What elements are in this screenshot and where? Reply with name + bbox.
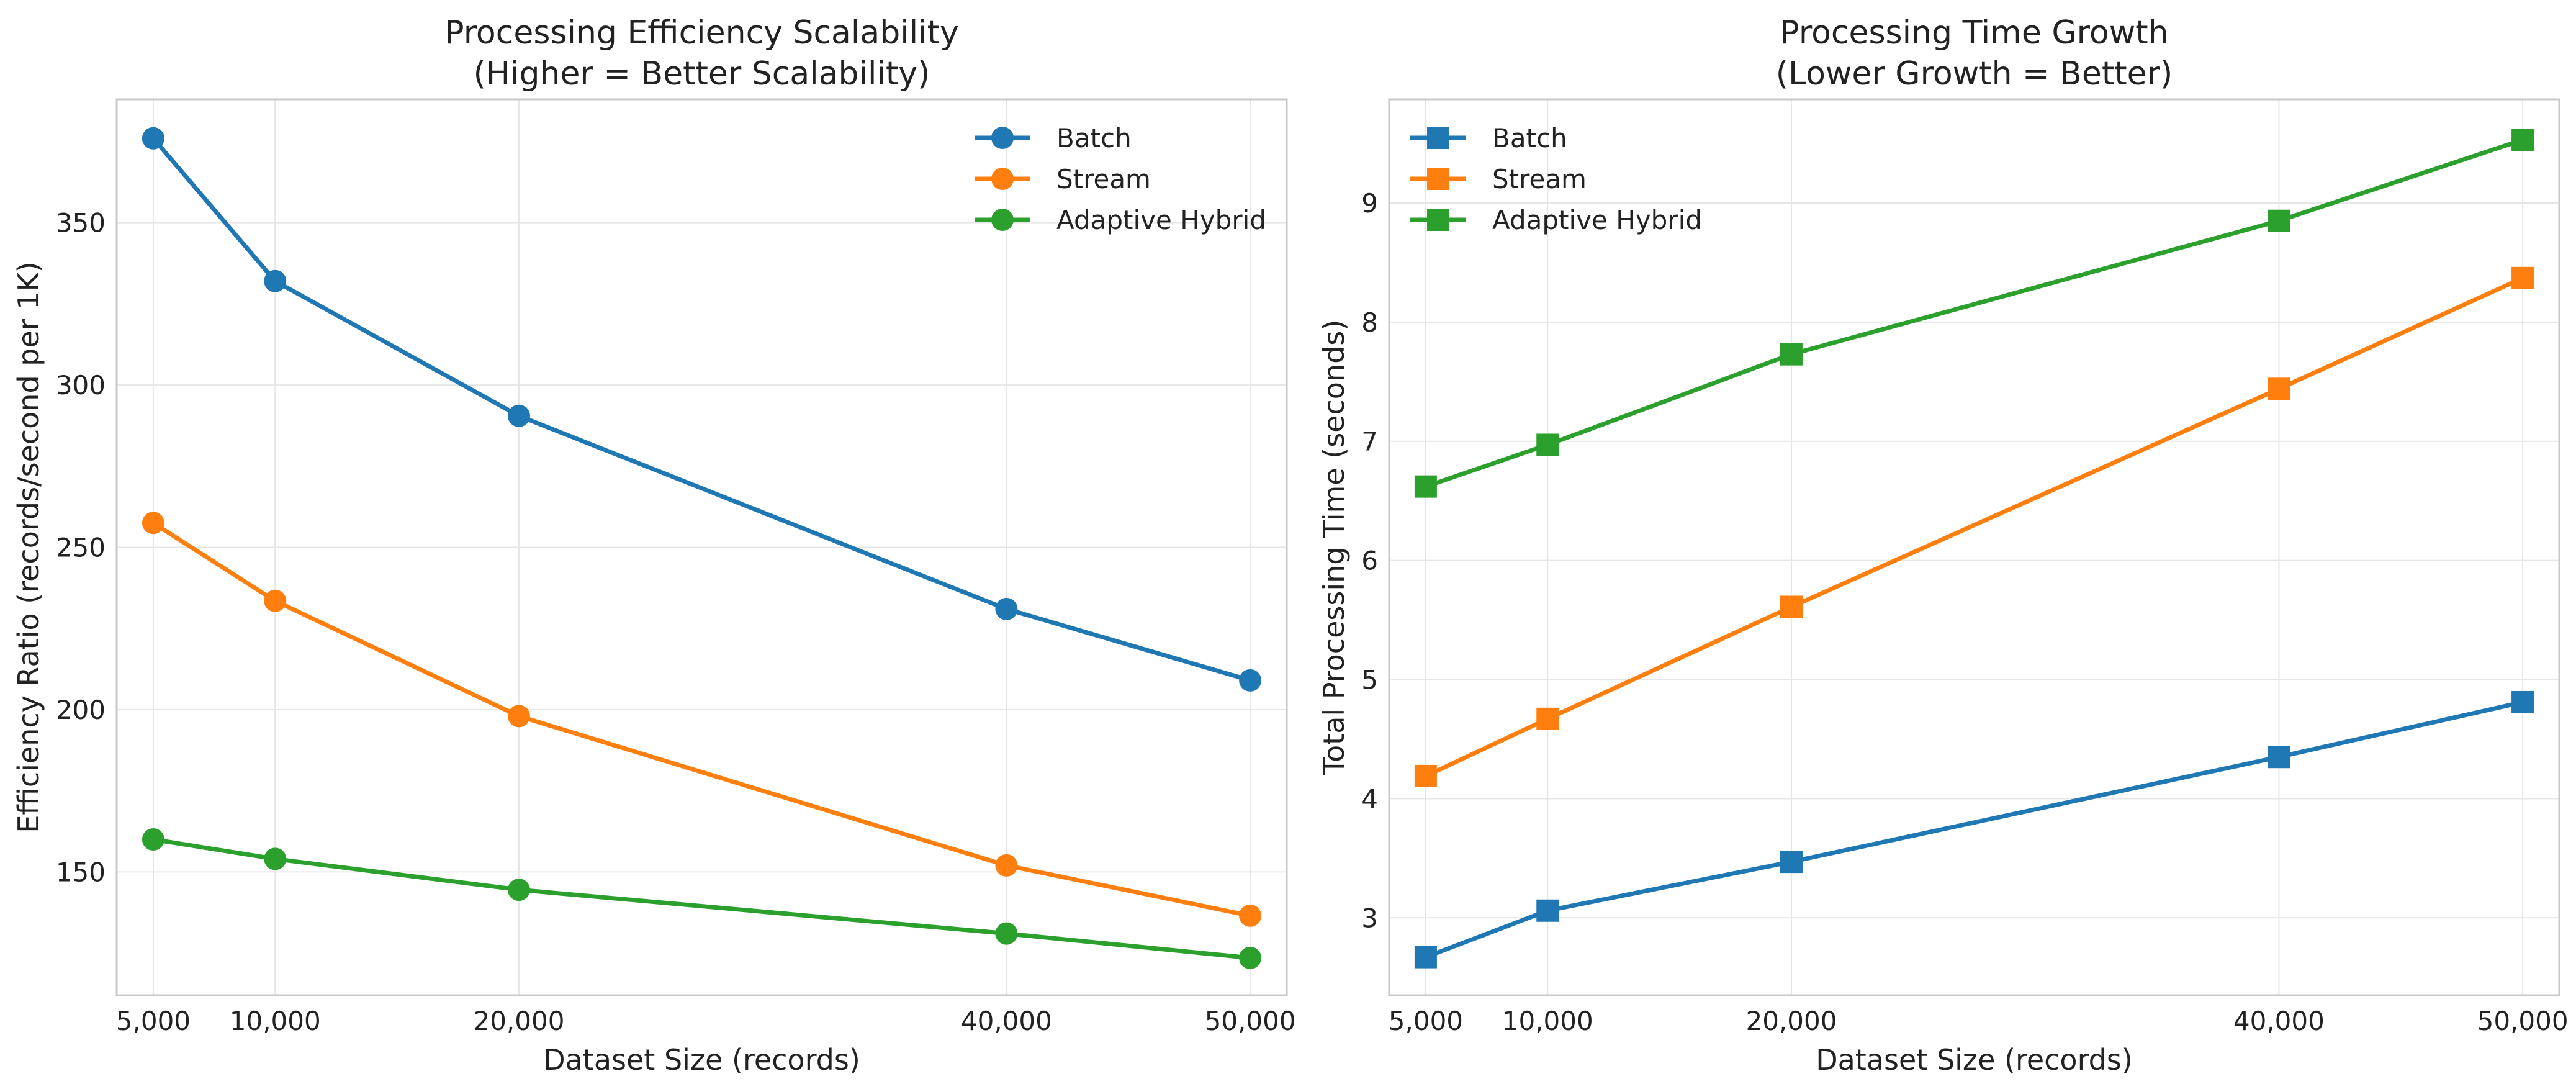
- legend-label: Batch: [1492, 123, 1567, 153]
- x-tick-label: 5,000: [1389, 1006, 1463, 1036]
- data-point: [1780, 595, 1803, 618]
- data-point: [2268, 209, 2290, 232]
- series-line-stream: [151, 520, 1253, 918]
- data-point: [2268, 377, 2290, 400]
- y-tick-label: 9: [1361, 188, 1378, 219]
- legend-marker: [1427, 209, 1449, 231]
- legend-marker: [1427, 127, 1449, 149]
- y-tick-label: 7: [1361, 427, 1378, 457]
- legend-label: Stream: [1492, 164, 1587, 194]
- data-point: [1239, 904, 1262, 927]
- data-point: [1536, 433, 1559, 456]
- data-point: [2511, 129, 2534, 151]
- data-point: [1536, 899, 1559, 922]
- data-point: [507, 404, 530, 427]
- y-tick-label: 300: [56, 370, 106, 400]
- legend-marker: [991, 168, 1014, 190]
- data-point: [264, 589, 287, 612]
- data-point: [142, 127, 164, 150]
- y-axis-label: Total Processing Time (seconds): [1317, 320, 1351, 775]
- y-tick-label: 3: [1361, 903, 1378, 933]
- data-point: [995, 922, 1018, 945]
- efficiency-chart: 5,000 10,000 20,000 40,000 50,000 150 200 250 30…: [12, 14, 1296, 1077]
- y-tick-label: 8: [1361, 307, 1378, 338]
- y-axis-label: Efficiency Ratio (records/second per 1K): [12, 261, 45, 833]
- data-point: [995, 854, 1018, 877]
- processing-time-chart: 5,000 10,000 20,000 40,000 50,000 3 4 5 6 7 8 9 Proc…: [1317, 14, 2569, 1077]
- legend-label: Adaptive Hybrid: [1492, 205, 1702, 235]
- legend-marker: [991, 209, 1014, 231]
- chart-title: (Lower Growth = Better): [1776, 55, 2173, 93]
- data-point: [264, 847, 287, 870]
- data-point: [142, 512, 164, 535]
- legend-label: Adaptive Hybrid: [1056, 205, 1266, 235]
- chart-title: (Higher = Better Scalability): [474, 55, 930, 93]
- chart-title: Processing Efficiency Scalability: [444, 14, 959, 52]
- data-point: [1239, 669, 1262, 692]
- x-tick-label: 20,000: [473, 1006, 564, 1036]
- data-point: [1780, 343, 1803, 366]
- x-axis-label: Dataset Size (records): [1816, 1043, 2133, 1077]
- y-tick-label: 4: [1361, 784, 1378, 814]
- series-line-stream: [1423, 276, 2525, 779]
- data-point: [1414, 475, 1437, 498]
- series-line-adaptive-hybrid: [151, 837, 1253, 960]
- x-tick-label: 50,000: [2477, 1006, 2569, 1036]
- y-tick-label: 150: [56, 857, 106, 887]
- series-line-adaptive-hybrid: [1423, 137, 2525, 489]
- x-axis-label: Dataset Size (records): [543, 1043, 860, 1077]
- x-tick-label: 10,000: [230, 1006, 321, 1036]
- y-tick-label: 350: [56, 208, 106, 238]
- legend-marker: [1427, 168, 1449, 190]
- data-point: [507, 879, 530, 901]
- series-line-batch: [1423, 700, 2525, 960]
- data-point: [142, 828, 164, 851]
- data-point: [1414, 764, 1437, 787]
- legend-label: Batch: [1056, 123, 1132, 153]
- data-point: [1536, 707, 1559, 730]
- x-tick-label: 10,000: [1502, 1006, 1593, 1036]
- data-point: [1239, 946, 1262, 969]
- data-point: [2511, 690, 2534, 713]
- data-point: [1780, 851, 1803, 874]
- plot-frame: [115, 98, 1288, 996]
- plot-frame: [1388, 98, 2560, 996]
- x-tick-label: 50,000: [1205, 1006, 1296, 1036]
- data-point: [995, 597, 1018, 620]
- y-tick-label: 6: [1361, 546, 1378, 576]
- data-point: [2511, 266, 2534, 289]
- chart-title: Processing Time Growth: [1780, 14, 2168, 52]
- data-point: [264, 269, 287, 292]
- x-tick-label: 40,000: [961, 1006, 1052, 1036]
- y-tick-label: 200: [56, 695, 106, 725]
- y-tick-label: 250: [56, 533, 106, 563]
- data-point: [1414, 946, 1437, 969]
- x-tick-label: 5,000: [116, 1006, 191, 1036]
- data-point: [507, 705, 530, 728]
- legend-marker: [991, 127, 1014, 149]
- x-tick-label: 20,000: [1745, 1006, 1837, 1036]
- legend-label: Stream: [1056, 164, 1151, 194]
- y-tick-label: 5: [1361, 664, 1378, 695]
- data-point: [2268, 746, 2290, 769]
- x-tick-label: 40,000: [2233, 1006, 2325, 1036]
